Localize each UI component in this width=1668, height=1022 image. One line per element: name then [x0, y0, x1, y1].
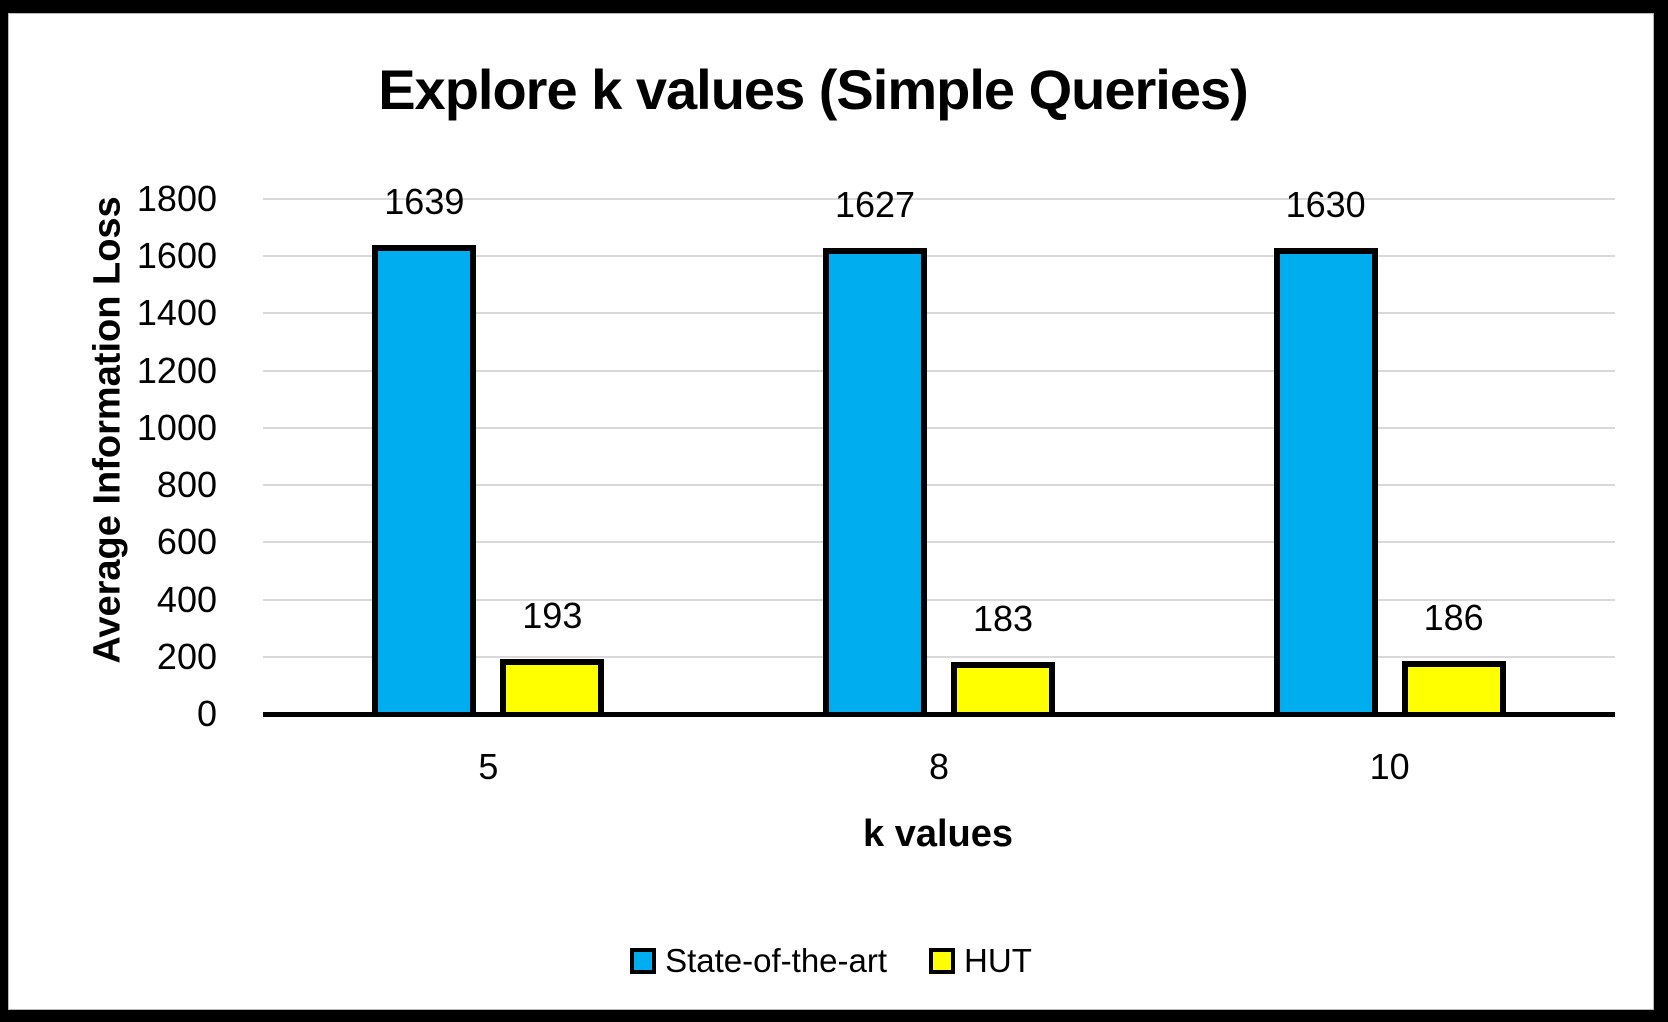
bar-state-of-the-art-k5	[372, 245, 477, 716]
gridline	[263, 426, 1615, 429]
y-tick-label: 1400	[136, 292, 217, 334]
gridline	[263, 198, 1615, 200]
legend: State-of-the-art HUT	[8, 941, 1654, 981]
data-label-hut-k8: 183	[972, 598, 1034, 639]
y-tick-label: 800	[156, 464, 217, 506]
legend-item-hut: HUT	[929, 941, 1032, 981]
bar-state-of-the-art-k8	[823, 248, 927, 716]
x-tick-label: 10	[1369, 746, 1410, 787]
y-tick-label: 400	[156, 578, 217, 620]
gridline	[263, 655, 1615, 658]
x-tick-label: 5	[478, 746, 499, 787]
y-tick-label: 1200	[136, 349, 217, 391]
gridline	[263, 484, 1615, 487]
gridline	[263, 312, 1615, 315]
bar-hut-k8	[951, 662, 1055, 716]
bar-state-of-the-art-k10	[1273, 248, 1378, 716]
data-label-state-of-the-art-k10: 1630	[1285, 184, 1366, 225]
legend-label: HUT	[964, 942, 1032, 979]
legend-swatch-state-of-the-art	[630, 948, 657, 974]
gridline	[263, 369, 1615, 372]
y-tick-label: 0	[196, 693, 217, 734]
y-tick-label: 1800	[136, 178, 217, 219]
y-tick-label: 600	[156, 521, 217, 563]
chart-title: Explore k values (Simple Queries)	[378, 58, 1249, 121]
gridline	[263, 598, 1615, 601]
gridline	[263, 255, 1615, 258]
data-label-hut-k10: 186	[1423, 597, 1484, 638]
bar-hut-k5	[500, 659, 605, 716]
x-axis-title: k values	[863, 813, 1013, 855]
y-tick-label: 200	[156, 635, 217, 677]
legend-swatch-hut	[929, 948, 956, 974]
data-label-state-of-the-art-k5: 1639	[384, 181, 465, 222]
gridline	[263, 541, 1615, 544]
data-label-hut-k5: 193	[522, 595, 583, 636]
y-tick-label: 1600	[136, 235, 217, 277]
x-axis-line	[263, 712, 1615, 717]
legend-label: State-of-the-art	[665, 942, 888, 979]
bar-hut-k10	[1401, 661, 1506, 716]
y-tick-label: 1000	[136, 406, 217, 448]
x-tick-label: 8	[928, 746, 950, 787]
data-label-state-of-the-art-k8: 1627	[834, 184, 916, 225]
legend-item-state-of-the-art: State-of-the-art	[630, 941, 887, 981]
